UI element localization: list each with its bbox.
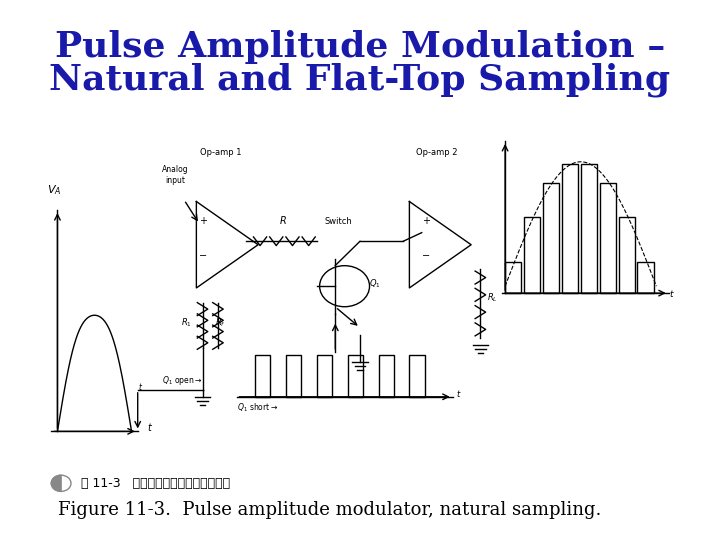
Text: −: −: [199, 251, 207, 261]
Bar: [317, 355, 332, 397]
Wedge shape: [51, 475, 61, 491]
Bar: [410, 355, 425, 397]
Text: Pulse Amplitude Modulation –: Pulse Amplitude Modulation –: [55, 30, 665, 64]
Text: $Q_1$: $Q_1$: [369, 277, 381, 289]
Text: Op-amp 2: Op-amp 2: [416, 148, 458, 157]
Text: 圖 11-3   脈衝幅度調變器，自然取樣。: 圖 11-3 脈衝幅度調變器，自然取樣。: [81, 477, 230, 490]
Text: $Q_1$ open$\rightarrow$: $Q_1$ open$\rightarrow$: [163, 374, 203, 387]
Text: $R_1$: $R_1$: [181, 317, 192, 329]
Text: $t$: $t$: [669, 288, 675, 299]
Bar: [637, 262, 654, 293]
Bar: [562, 164, 578, 293]
Bar: [286, 355, 302, 397]
Text: $t$: $t$: [138, 381, 143, 392]
Bar: [618, 217, 634, 293]
Text: $V_A$: $V_A$: [48, 183, 61, 197]
Text: $t$: $t$: [147, 421, 153, 434]
Text: $t$: $t$: [456, 388, 462, 399]
Bar: [255, 355, 271, 397]
Bar: [348, 355, 363, 397]
Bar: [600, 183, 616, 293]
Bar: [505, 262, 521, 293]
Bar: [543, 183, 559, 293]
Text: $R_L$: $R_L$: [487, 291, 498, 303]
Text: Natural and Flat-Top Sampling: Natural and Flat-Top Sampling: [50, 62, 670, 97]
Text: −: −: [422, 251, 430, 261]
Text: Figure 11-3.  Pulse amplitude modulator, natural sampling.: Figure 11-3. Pulse amplitude modulator, …: [58, 501, 601, 519]
Text: Analog
input: Analog input: [161, 165, 188, 185]
Bar: [581, 164, 597, 293]
Text: +: +: [422, 216, 430, 226]
Text: Op-amp 1: Op-amp 1: [200, 148, 242, 157]
Bar: [524, 217, 540, 293]
Text: +: +: [199, 216, 207, 226]
Text: $R_f$: $R_f$: [215, 317, 225, 329]
Text: Switch: Switch: [325, 217, 352, 226]
Text: $R$: $R$: [279, 214, 287, 226]
Bar: [379, 355, 394, 397]
Text: $Q_1$ short$\rightarrow$: $Q_1$ short$\rightarrow$: [236, 402, 278, 414]
